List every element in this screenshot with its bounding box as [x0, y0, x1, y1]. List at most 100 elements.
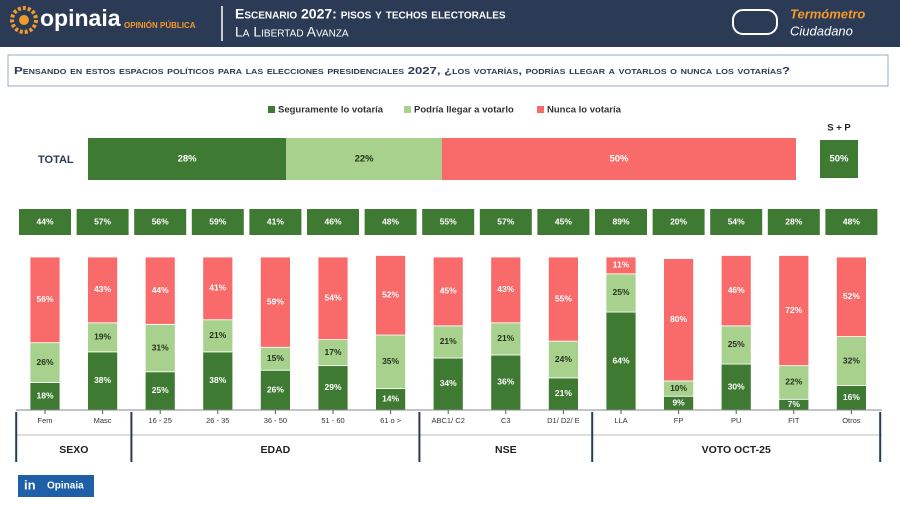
bar-segment: [317, 256, 349, 341]
total-segment: [286, 138, 442, 180]
brand: opinaia: [40, 5, 121, 31]
bar-segment: [778, 365, 810, 400]
sp-value-label: 59%: [209, 216, 226, 226]
x-tick-label: 36 - 50: [264, 416, 287, 425]
bar-segment: [490, 354, 522, 411]
bar-segment: [87, 256, 118, 324]
sp-value-label: 55%: [440, 216, 457, 226]
sp-header: S + P: [827, 123, 851, 134]
sp-box: [825, 209, 878, 235]
sp-box: [767, 209, 820, 235]
bar-value-label: 43%: [94, 284, 111, 294]
bar-segment: [605, 256, 637, 275]
legend-swatch: [268, 106, 275, 113]
sp-value-label: 56%: [152, 216, 169, 226]
bar-segment: [259, 256, 291, 348]
bar-value-label: 16%: [843, 392, 860, 402]
total-value-label: 50%: [609, 154, 629, 165]
total-segment: [88, 138, 287, 180]
sp-value-label: 46%: [324, 216, 341, 226]
x-tick-label: Fem: [38, 416, 53, 425]
sp-box: [134, 209, 187, 235]
bar-segment: [202, 351, 234, 411]
bar-segment: [663, 258, 694, 382]
legend-label: Podría llegar a votarlo: [414, 105, 514, 116]
bar-segment: [202, 256, 234, 321]
sp-value-label: 41%: [267, 216, 284, 226]
bar-segment: [317, 365, 349, 411]
sp-value-label: 48%: [382, 216, 399, 226]
bar-segment: [87, 322, 118, 353]
bar-segment: [29, 382, 61, 411]
partner-icon: [732, 9, 778, 35]
total-segment: [442, 138, 796, 180]
sp-box: [191, 209, 244, 235]
bar-value-label: 26%: [267, 384, 284, 394]
bar-value-label: 11%: [613, 260, 630, 270]
bar-segment: [778, 255, 810, 367]
sp-box: [595, 209, 647, 235]
x-tick-label: Otros: [842, 416, 861, 425]
bar-value-label: 17%: [324, 347, 341, 357]
total-label: TOTAL: [38, 154, 74, 166]
bar-value-label: 21%: [209, 330, 226, 340]
sp-box: [76, 209, 129, 235]
bar-value-label: 41%: [209, 283, 226, 293]
total-value-label: 28%: [178, 154, 198, 165]
sp-value-label: 48%: [843, 216, 860, 226]
bar-value-label: 34%: [440, 378, 457, 388]
sp-value-label: 45%: [555, 216, 572, 226]
bar-segment: [317, 339, 349, 367]
title: Escenario 2027: pisos y techos electoral…: [235, 6, 506, 22]
x-tick-label: FIT: [788, 416, 800, 425]
bar-segment: [720, 255, 752, 327]
x-tick-label: ABC1/ C2: [432, 416, 465, 425]
bar-segment: [720, 325, 752, 365]
bar-value-label: 54%: [324, 293, 341, 303]
sp-value-label: 20%: [670, 216, 687, 226]
bar-segment: [490, 322, 522, 356]
group-label: EDAD: [261, 444, 291, 456]
header-bar: [0, 0, 900, 47]
group-label: SEXO: [59, 444, 88, 456]
bar-value-label: 15%: [267, 353, 284, 363]
bar-value-label: 21%: [497, 333, 514, 343]
bar-value-label: 30%: [728, 381, 745, 391]
bar-segment: [375, 255, 407, 336]
bar-value-label: 25%: [152, 385, 169, 395]
logo-core: [19, 15, 29, 25]
bar-value-label: 55%: [555, 293, 572, 303]
bar-value-label: 45%: [440, 286, 457, 296]
x-tick-label: C3: [501, 416, 511, 425]
bar-value-label: 64%: [612, 355, 629, 365]
bar-segment: [144, 256, 176, 325]
bar-value-label: 19%: [94, 332, 111, 342]
linkedin-icon: in: [24, 477, 36, 492]
sp-value-label: 28%: [785, 216, 802, 226]
x-tick-label: LLA: [614, 416, 627, 425]
question: Pensando en estos espacios políticos par…: [14, 65, 790, 77]
question-box: [7, 54, 889, 87]
linkedin-badge[interactable]: [18, 475, 94, 497]
bar-value-label: 59%: [267, 296, 284, 306]
sp-box: [710, 209, 763, 235]
sp-box: [364, 209, 417, 235]
subtitle: La Libertad Avanza: [235, 24, 349, 40]
bar-value-label: 25%: [612, 287, 629, 297]
bar-value-label: 22%: [785, 377, 802, 387]
bar-segment: [202, 319, 234, 353]
bar-value-label: 18%: [36, 390, 53, 400]
bar-segment: [605, 311, 637, 411]
x-tick-label: 26 - 35: [206, 416, 229, 425]
bar-value-label: 29%: [324, 382, 341, 392]
sp-box: [249, 209, 302, 235]
legend-label: Seguramente lo votaría: [278, 105, 384, 116]
bar-value-label: 26%: [36, 357, 53, 367]
bar-segment: [29, 342, 61, 383]
brand-tagline: OPINIÓN PÚBLICA: [124, 21, 196, 30]
linkedin-label: Opinaia: [47, 481, 84, 492]
bar-value-label: 80%: [670, 314, 687, 324]
x-tick-label: Masc: [94, 416, 112, 425]
bar-segment: [720, 363, 752, 411]
